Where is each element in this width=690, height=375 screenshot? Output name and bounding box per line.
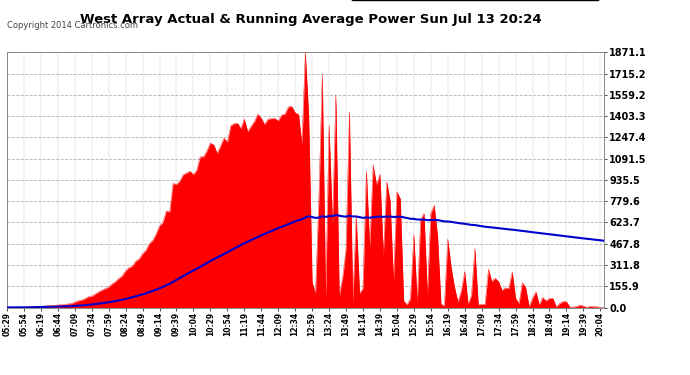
- Text: Copyright 2014 Cartronics.com: Copyright 2014 Cartronics.com: [7, 21, 138, 30]
- Text: West Array Actual & Running Average Power Sun Jul 13 20:24: West Array Actual & Running Average Powe…: [79, 13, 542, 26]
